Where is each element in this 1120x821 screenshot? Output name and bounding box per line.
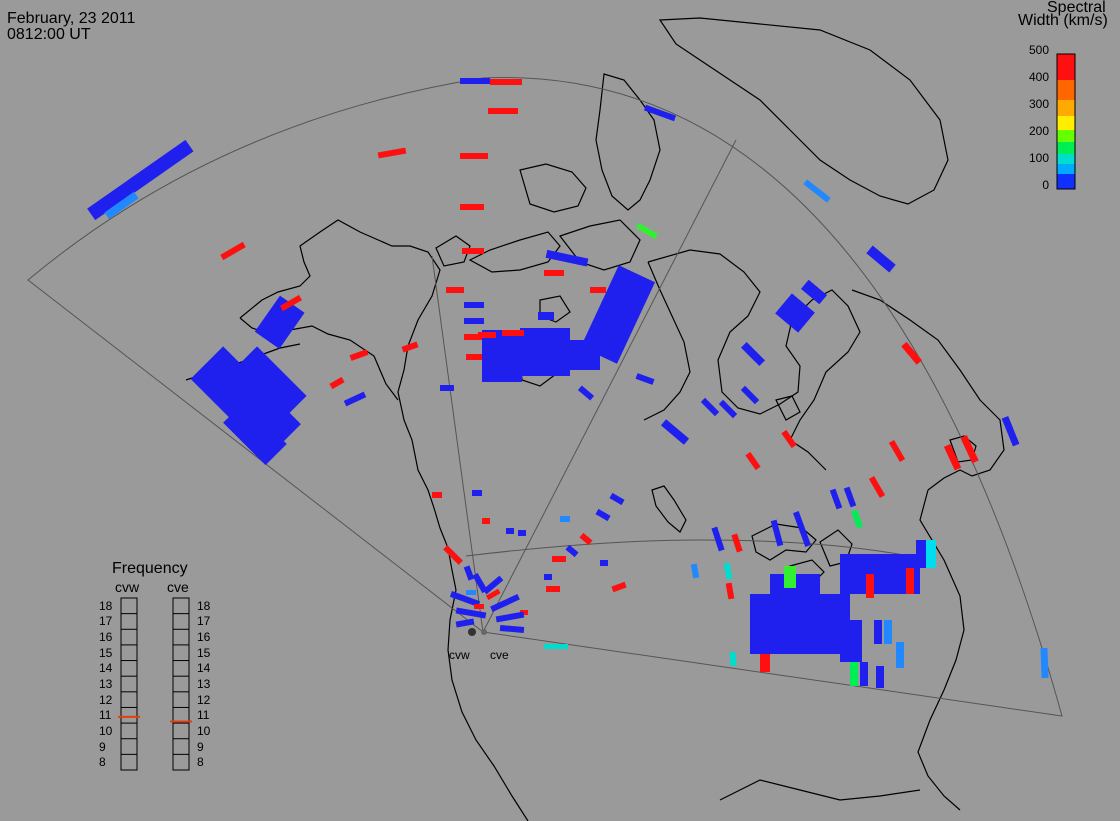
legend-units: Width (km/s) xyxy=(1018,12,1108,29)
frequency-level-label: 14 xyxy=(99,661,113,676)
time-label: 0812:00 UT xyxy=(7,26,91,43)
frequency-level-label: 13 xyxy=(99,677,113,691)
frequency-level-label: 10 xyxy=(99,723,113,738)
frequency-station-cve: cve xyxy=(167,579,189,595)
backscatter-east xyxy=(660,179,1049,688)
frequency-station-cvw: cvw xyxy=(115,579,140,595)
legend-tick: 100 xyxy=(1028,151,1049,165)
frequency-level-label: 18 xyxy=(99,598,113,613)
frequency-level-label: 11 xyxy=(197,708,210,723)
backscatter-central xyxy=(440,78,677,401)
coastlines xyxy=(185,17,1005,821)
legend-tick: 0 xyxy=(1042,178,1049,192)
frequency-level-label: 16 xyxy=(197,630,211,645)
legend-tick: 200 xyxy=(1028,124,1049,138)
radar-label-cvw: cvw xyxy=(449,648,470,662)
frequency-level-label: 9 xyxy=(99,739,106,754)
legend-tick: 400 xyxy=(1028,70,1049,84)
frequency-level-label: 18 xyxy=(197,598,211,613)
frequency-level-label: 17 xyxy=(99,614,113,629)
backscatter-west xyxy=(87,139,419,466)
backscatter-near-radar xyxy=(432,490,627,649)
frequency-level-label: 16 xyxy=(99,630,113,645)
date-label: February, 23 2011 xyxy=(7,10,136,27)
frequency-level-label: 17 xyxy=(197,614,211,629)
frequency-level-label: 15 xyxy=(99,645,113,660)
frequency-title: Frequency xyxy=(112,560,188,577)
legend-title: Spectral xyxy=(1047,0,1106,16)
frequency-level-label: 11 xyxy=(99,708,112,723)
frequency-level-label: 13 xyxy=(197,677,211,691)
frequency-level-label: 12 xyxy=(99,692,113,707)
frequency-level-label: 10 xyxy=(197,723,211,738)
radar-label-cve: cve xyxy=(490,648,509,662)
frequency-level-label: 12 xyxy=(197,692,211,707)
radar-fov-outline xyxy=(27,77,1063,717)
legend-tick: 300 xyxy=(1028,97,1049,111)
frequency-level-label: 15 xyxy=(197,645,211,660)
radar-sites xyxy=(468,628,487,636)
frequency-level-label: 9 xyxy=(197,739,204,754)
frequency-level-label: 14 xyxy=(197,661,211,676)
frequency-panel xyxy=(120,597,190,771)
spectral-width-colorbar xyxy=(1056,53,1076,190)
frequency-level-label: 8 xyxy=(197,755,204,770)
frequency-level-label: 8 xyxy=(99,755,106,770)
legend-tick: 500 xyxy=(1028,43,1049,57)
